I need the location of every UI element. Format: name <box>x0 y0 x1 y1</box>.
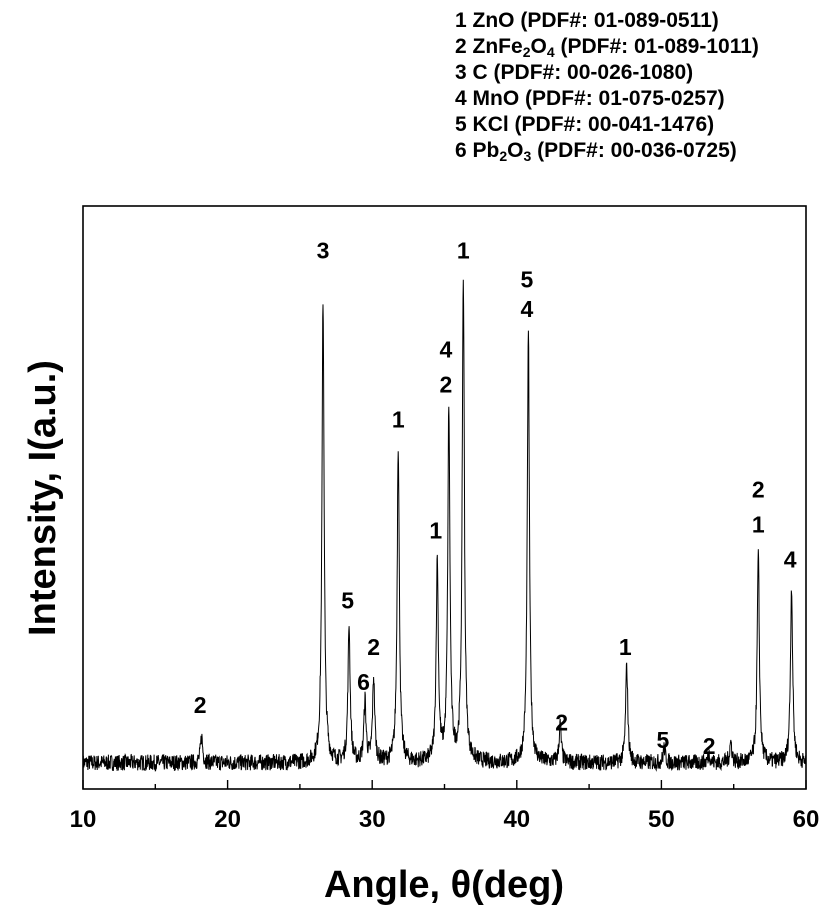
peak-label: 2 <box>367 634 380 660</box>
legend-s2: 4 <box>546 44 555 60</box>
peak-label: 2 <box>194 692 207 718</box>
peak-label: 1 <box>429 517 442 543</box>
legend-s2: 3 <box>523 148 532 164</box>
legend-mid: O <box>507 139 524 162</box>
legend-mid: O <box>530 35 547 58</box>
peak-label: 5 <box>341 587 354 613</box>
legend-num: 6 <box>455 139 467 162</box>
legend-post: (PDF#: 01-089-0511) <box>514 9 719 32</box>
peak-label: 2 <box>703 733 716 759</box>
legend-s1: 2 <box>522 44 531 60</box>
x-axis-tick-labels: 10 20 30 40 50 60 <box>70 806 820 833</box>
legend-entry: 1 ZnO (PDF#: 01-089-0511) <box>455 8 835 34</box>
peak-label: 1 <box>457 237 470 263</box>
legend-num: 1 <box>455 9 467 32</box>
peak-label: 6 <box>357 669 370 695</box>
x-axis-label: Angle, θ(deg) <box>324 864 564 906</box>
xrd-trace <box>82 279 807 772</box>
x-tick-label: 20 <box>214 806 241 833</box>
peak-label: 1 <box>752 511 765 537</box>
legend-entry: 2 ZnFe2O4 (PDF#: 01-089-1011) <box>455 34 835 60</box>
legend-entry: 5 KCl (PDF#: 00-041-1476) <box>455 112 835 138</box>
x-tick-label: 60 <box>793 806 820 833</box>
legend-entry: 3 C (PDF#: 00-026-1080) <box>455 60 835 86</box>
legend-post: (PDF#: 00-041-1476) <box>508 113 715 136</box>
x-tick-label: 40 <box>503 806 530 833</box>
legend-s1: 2 <box>499 148 508 164</box>
peak-label: 4 <box>784 546 797 572</box>
peak-label: 2 <box>555 710 568 736</box>
peak-label: 5 <box>656 727 669 753</box>
legend-num: 5 <box>455 113 467 136</box>
x-tick-label: 30 <box>359 806 386 833</box>
legend-num: 2 <box>455 35 467 58</box>
legend-num: 3 <box>455 61 467 84</box>
legend: 1 ZnO (PDF#: 01-089-0511) 2 ZnFe2O4 (PDF#… <box>455 8 835 164</box>
legend-pre: Pb <box>472 139 500 162</box>
peak-label: 1 <box>619 634 632 660</box>
legend-post: (PDF#: 01-075-0257) <box>519 87 725 110</box>
x-tick-label: 50 <box>648 806 675 833</box>
y-axis-label: Intensity, I(a.u.) <box>22 360 64 636</box>
peak-label: 4 <box>440 337 453 363</box>
legend-pre: MnO <box>472 87 520 110</box>
legend-post: (PDF#: 01-089-1011) <box>554 35 759 58</box>
x-tick-label: 10 <box>70 806 97 833</box>
peak-label: 2 <box>752 477 765 503</box>
legend-pre: ZnFe <box>472 35 523 58</box>
legend-post: (PDF#: 00-036-0725) <box>531 139 737 162</box>
peak-label: 4 <box>521 296 534 322</box>
x-axis-ticks <box>82 780 807 789</box>
legend-entry: 4 MnO (PDF#: 01-075-0257) <box>455 86 835 112</box>
legend-num: 4 <box>455 87 467 110</box>
peak-label: 2 <box>440 372 453 398</box>
plot-frame <box>82 205 807 790</box>
peak-label: 1 <box>392 407 405 433</box>
legend-pre: ZnO <box>472 9 515 32</box>
peak-label: 3 <box>317 237 330 263</box>
legend-post: (PDF#: 00-026-1080) <box>487 61 694 84</box>
legend-pre: C <box>472 61 488 84</box>
legend-pre: KCl <box>472 113 509 136</box>
legend-entry: 6 Pb2O3 (PDF#: 00-036-0725) <box>455 138 835 164</box>
peak-label: 5 <box>521 267 534 293</box>
